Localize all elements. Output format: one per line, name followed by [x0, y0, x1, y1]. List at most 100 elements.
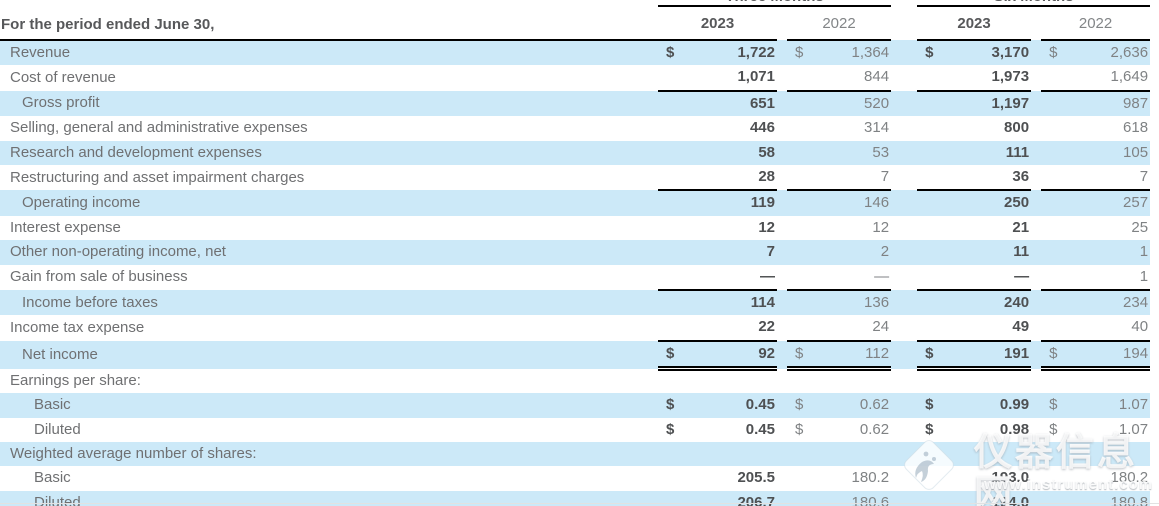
- table-row: Diluted $0.45 $0.62 $0.98 $1.07: [0, 418, 1150, 442]
- year-header-row: For the period ended June 30, 2023 2022 …: [0, 6, 1151, 41]
- table-row: Income tax expense 22 24 49 40: [0, 315, 1151, 342]
- column-gap: [1031, 65, 1041, 90]
- year-header-2022-ytd: 2022: [1041, 6, 1151, 41]
- year-header-2023-ytd: 2023: [917, 6, 1032, 41]
- column-gap: [777, 216, 787, 240]
- dollar-sign-cell: [658, 264, 690, 292]
- dollar-sign-cell: [787, 165, 819, 192]
- dollar-sign-cell: [658, 141, 690, 165]
- value-cell: 21: [1012, 218, 1030, 236]
- value-cell: 2: [880, 243, 890, 261]
- dollar-sign-cell: $: [1049, 44, 1058, 61]
- row-label: Income tax expense: [10, 318, 145, 336]
- table-row: Basic 205.5 180.2 193.0 180.2: [0, 466, 1150, 490]
- dollar-sign-cell: [787, 216, 819, 240]
- value-cell: 194: [1073, 340, 1151, 372]
- dollar-sign-cell: [658, 165, 690, 192]
- value-cell: 105: [1123, 143, 1149, 161]
- row-label: Revenue: [10, 44, 71, 61]
- dollar-sign-cell: [1041, 290, 1073, 315]
- column-gap: [1031, 91, 1041, 116]
- dollar-sign-cell: [1041, 165, 1074, 192]
- value-cell: 193.0: [991, 469, 1030, 487]
- table-row: Restructuring and asset impairment charg…: [0, 165, 1151, 192]
- column-gap: [777, 442, 787, 466]
- column-gap: [891, 65, 917, 90]
- dollar-sign-cell: $: [1049, 396, 1058, 414]
- value-cell: 0.98: [999, 420, 1030, 438]
- dollar-sign-cell: $: [925, 420, 934, 438]
- value-cell: 0.62: [859, 420, 890, 438]
- column-gap: [891, 240, 917, 264]
- value-cell: 146: [864, 194, 890, 212]
- value-cell: 36: [949, 165, 1032, 192]
- dollar-sign-cell: $: [666, 44, 675, 61]
- value-cell: [949, 442, 1031, 466]
- dollar-sign-cell: [787, 116, 819, 140]
- column-gap: [1031, 369, 1041, 393]
- column-gap: [891, 141, 917, 165]
- column-gap: [777, 265, 787, 290]
- dollar-sign-cell: [917, 216, 949, 240]
- table-bottom-rule: [0, 503, 1159, 504]
- column-gap: [1031, 190, 1041, 215]
- dollar-sign-cell: $: [787, 340, 819, 372]
- dollar-sign-cell: [658, 116, 690, 140]
- value-cell: 191: [949, 340, 1032, 372]
- table-row: Revenue $1,722 $1,364 $3,170 $2,636: [0, 40, 1151, 66]
- value-cell: 11: [1013, 243, 1030, 261]
- column-gap: [1031, 6, 1041, 40]
- column-gap: [1031, 290, 1041, 315]
- row-label: Diluted: [34, 493, 81, 506]
- column-gap: [777, 6, 787, 40]
- dollar-sign-cell: [787, 264, 819, 292]
- column-gap: [891, 315, 917, 340]
- column-gap: [891, 265, 917, 290]
- value-cell: 7: [1073, 165, 1151, 192]
- value-cell: 136: [864, 294, 890, 312]
- table-row: Selling, general and administrative expe…: [0, 116, 1150, 140]
- row-label: Restructuring and asset impairment charg…: [10, 168, 305, 186]
- dollar-sign-cell: $: [1041, 340, 1074, 372]
- dollar-sign-cell: [787, 442, 819, 466]
- value-cell: 520: [864, 94, 890, 112]
- column-gap: [777, 65, 787, 90]
- column-gap: [1031, 216, 1041, 240]
- column-gap: [1031, 116, 1041, 140]
- column-gap: [777, 341, 787, 369]
- dollar-sign-cell: [658, 466, 690, 490]
- dollar-sign-cell: [1041, 264, 1074, 292]
- column-gap: [777, 393, 787, 417]
- column-gap: [1031, 466, 1041, 490]
- group-header-three-months: Three Months: [658, 0, 892, 7]
- dollar-sign-cell: [917, 442, 949, 466]
- dollar-sign-cell: [917, 240, 949, 264]
- value-cell: 240: [1004, 294, 1030, 312]
- value-cell: 205.5: [737, 469, 775, 487]
- dollar-sign-cell: $: [925, 44, 934, 61]
- column-gap: [891, 216, 917, 240]
- table-row: Net income $92 $112 $191 $194: [0, 340, 1151, 372]
- dollar-sign-cell: $: [795, 396, 804, 414]
- column-gap: [891, 290, 917, 315]
- row-label: Diluted: [34, 420, 81, 438]
- column-gap: [777, 315, 787, 340]
- dollar-sign-cell: [1041, 442, 1073, 466]
- value-cell: 180.2: [1110, 469, 1149, 487]
- dollar-sign-cell: [1041, 116, 1073, 140]
- value-cell: 1: [1139, 243, 1149, 261]
- dollar-sign-cell: [787, 190, 819, 215]
- column-gap: [1031, 240, 1041, 264]
- value-cell: 234: [1123, 294, 1149, 312]
- value-cell: 0.62: [859, 396, 890, 414]
- column-gap: [1031, 165, 1041, 190]
- table-title: For the period ended June 30,: [0, 6, 658, 41]
- dollar-sign-cell: [917, 264, 950, 292]
- table-row: Weighted average number of shares:: [0, 442, 1151, 467]
- row-label: Weighted average number of shares:: [10, 445, 257, 462]
- value-cell: —: [690, 264, 777, 292]
- value-cell: 800: [1004, 119, 1030, 137]
- dollar-sign-cell: [917, 190, 949, 215]
- column-gap: [891, 6, 917, 40]
